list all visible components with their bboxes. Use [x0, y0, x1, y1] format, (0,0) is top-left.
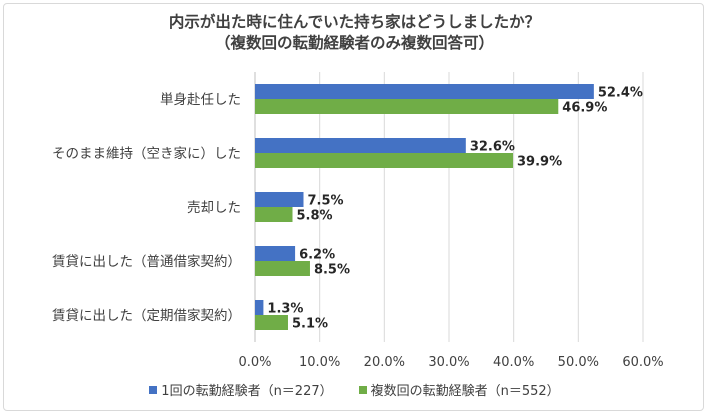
- legend-swatch-series-2: [358, 385, 367, 394]
- data-label-series-1: 6.2%: [299, 248, 335, 263]
- bar-series-2: [255, 153, 514, 168]
- chart-subtitle: （複数回の転勤経験者のみ複数回答可）: [214, 34, 494, 52]
- legend-label-series-1: 1回の転勤経験者（n＝227）: [161, 384, 333, 399]
- data-label-series-1: 52.4%: [598, 86, 643, 101]
- x-tick-label: 10.0%: [299, 355, 340, 370]
- legend-item-series-2: 複数回の転勤経験者（n＝552）: [358, 380, 560, 399]
- category-label: 賃貸に出した（定期借家契約）: [52, 307, 241, 324]
- bar-series-1: [255, 246, 296, 261]
- data-label-series-1: 7.5%: [308, 194, 344, 209]
- chart-legend: 1回の転勤経験者（n＝227） 複数回の転勤経験者（n＝552）: [0, 380, 709, 399]
- bar-series-2: [255, 261, 310, 276]
- category-label: そのまま維持（空き家に）した: [52, 145, 241, 162]
- bar-series-1: [255, 192, 304, 207]
- data-label-series-1: 1.3%: [267, 302, 303, 317]
- data-label-series-2: 39.9%: [517, 155, 562, 170]
- data-label-series-2: 5.1%: [292, 317, 328, 332]
- category-label: 売却した: [187, 200, 241, 216]
- bar-series-2: [255, 99, 559, 114]
- x-tick-label: 50.0%: [558, 355, 599, 370]
- bar-series-2: [255, 207, 293, 222]
- bar-series-1: [255, 138, 466, 153]
- chart-title: 内示が出た時に住んでいた持ち家はどうしましたか？: [168, 13, 541, 31]
- data-label-series-2: 46.9%: [562, 101, 607, 116]
- chart-frame: [3, 3, 704, 411]
- x-tick-label: 20.0%: [364, 355, 405, 370]
- data-label-series-1: 32.6%: [470, 140, 515, 155]
- x-tick-label: 40.0%: [493, 355, 534, 370]
- x-tick-label: 0.0%: [238, 355, 271, 370]
- x-tick-label: 60.0%: [622, 355, 663, 370]
- x-tick-label: 30.0%: [428, 355, 469, 370]
- legend-label-series-2: 複数回の転勤経験者（n＝552）: [370, 384, 560, 399]
- bar-series-1: [255, 84, 594, 99]
- bar-series-2: [255, 315, 288, 330]
- legend-swatch-series-1: [149, 385, 158, 394]
- data-label-series-2: 5.8%: [297, 209, 333, 224]
- category-label: 賃貸に出した（普通借家契約）: [52, 253, 241, 270]
- bar-series-1: [255, 300, 264, 315]
- category-label: 単身赴任した: [160, 92, 241, 108]
- data-label-series-2: 8.5%: [314, 263, 350, 278]
- legend-item-series-1: 1回の転勤経験者（n＝227）: [149, 380, 333, 399]
